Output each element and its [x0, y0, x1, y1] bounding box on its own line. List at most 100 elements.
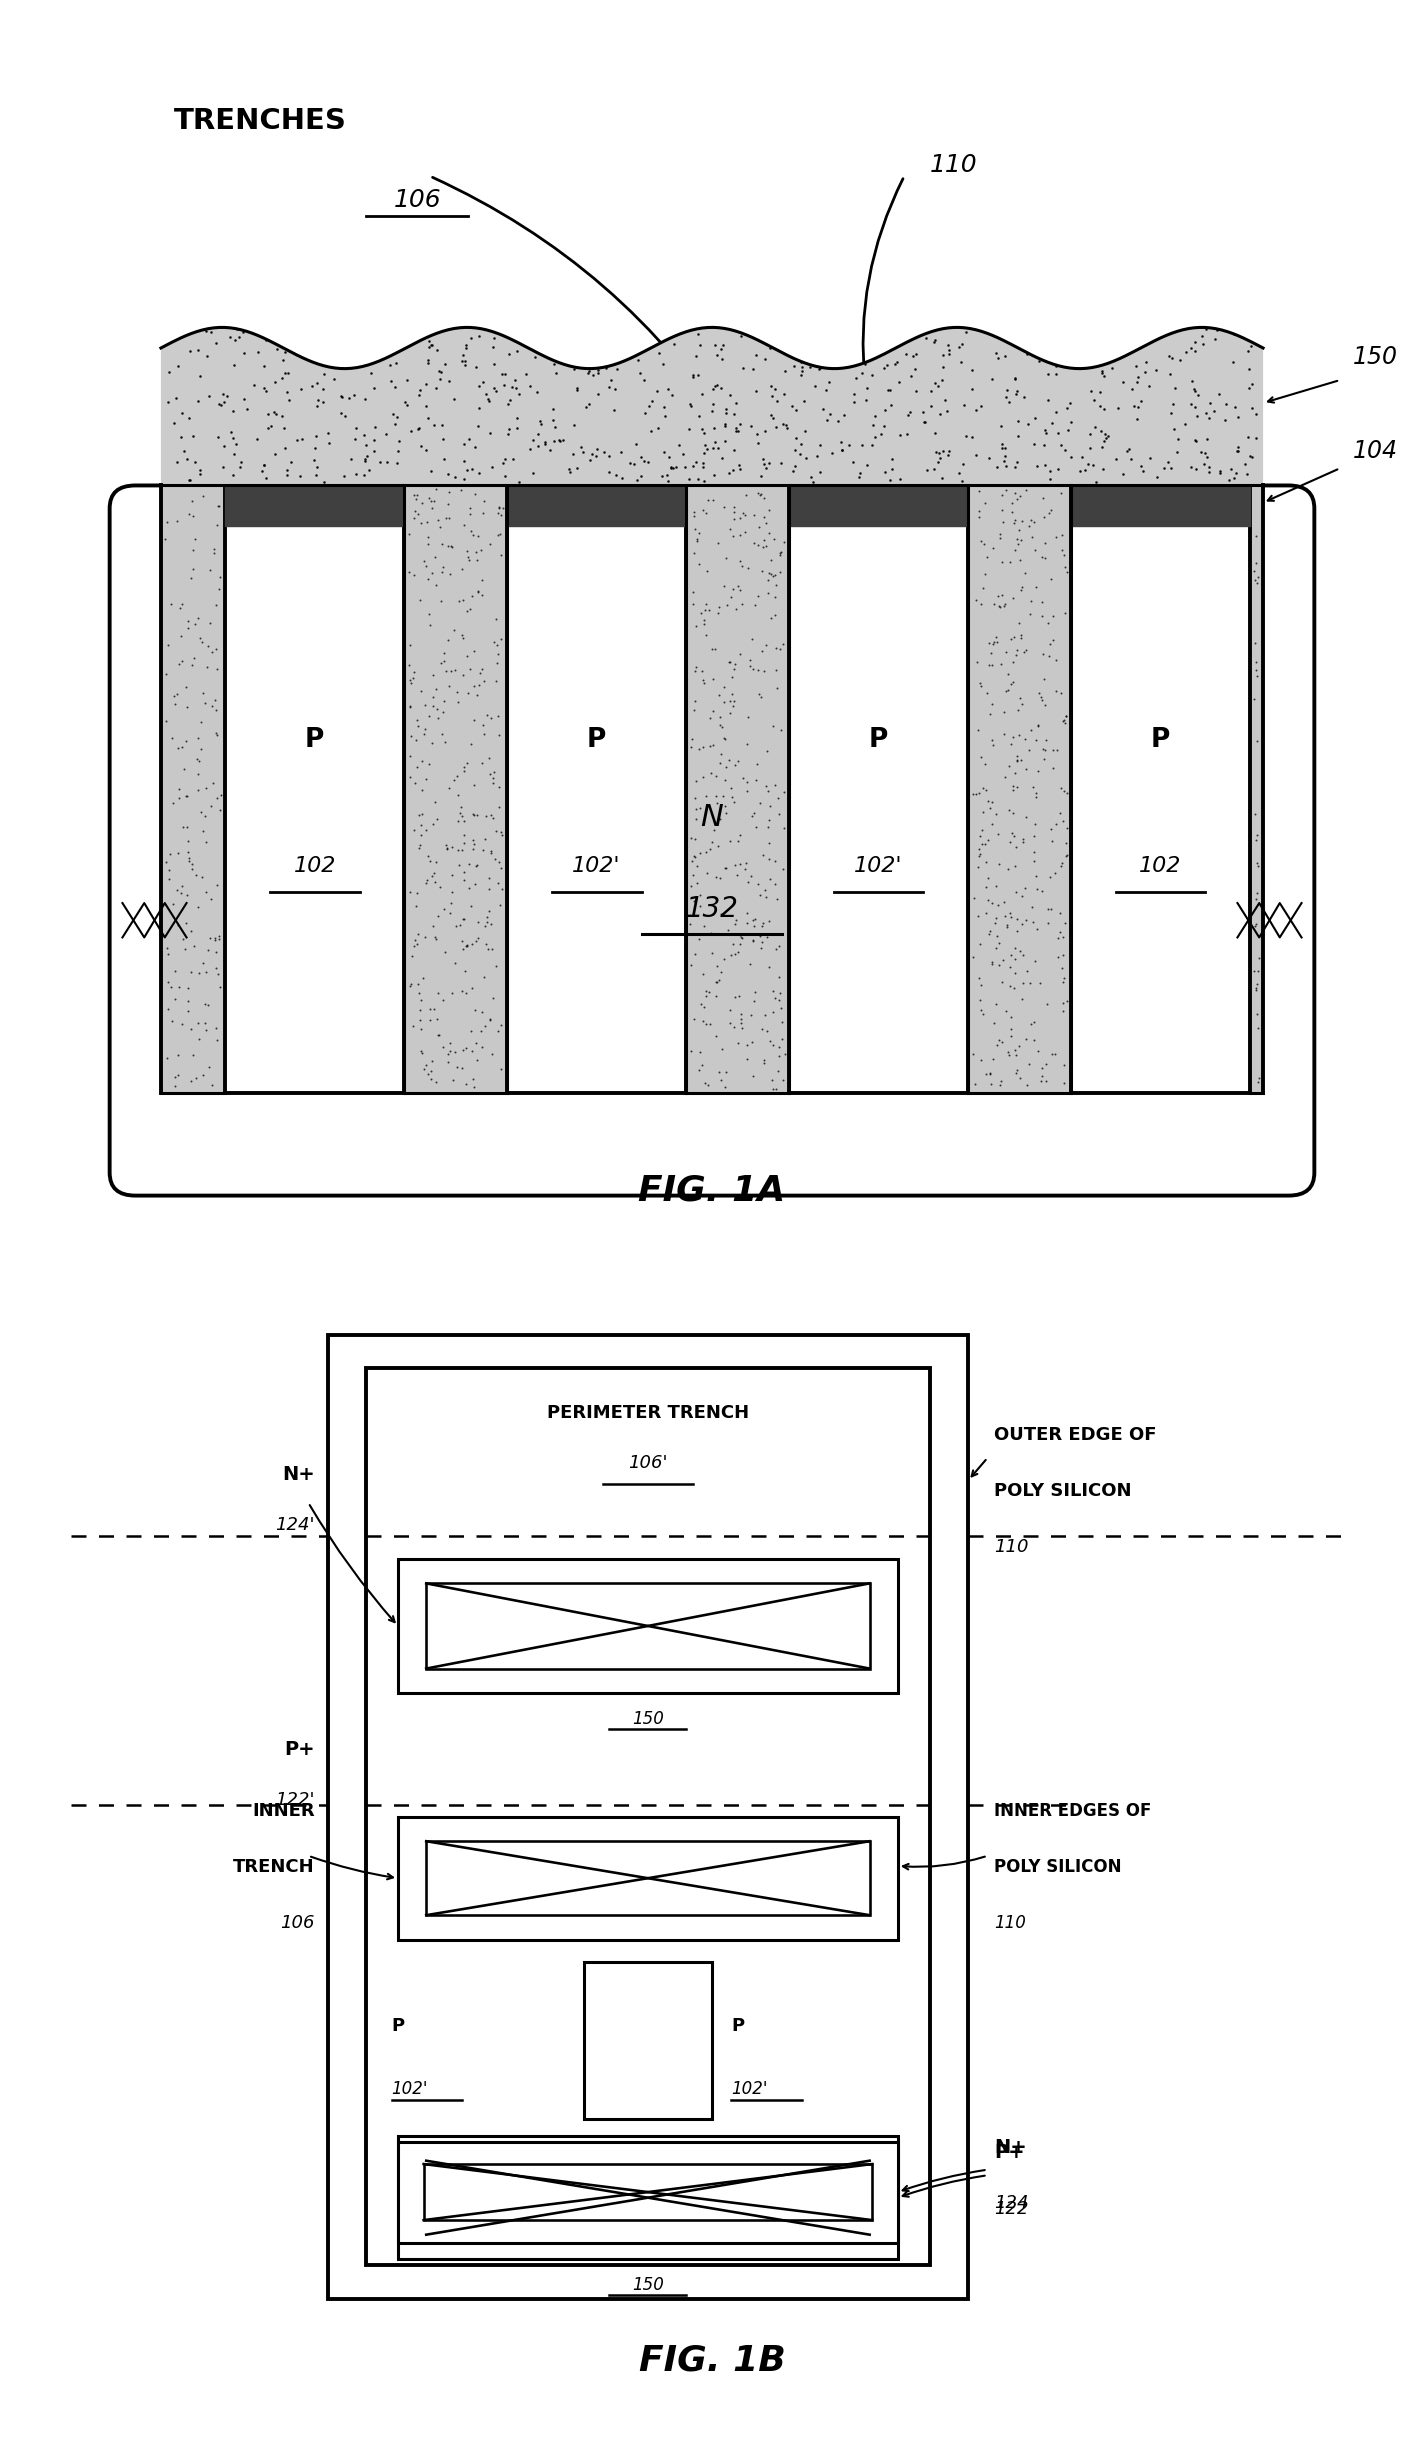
- Point: [456, 636, 478, 675]
- Point: [174, 668, 197, 707]
- Point: [1000, 724, 1022, 763]
- Point: [705, 963, 728, 1002]
- Point: [426, 799, 449, 838]
- Point: [440, 651, 463, 690]
- Point: [692, 490, 715, 529]
- Point: [970, 738, 993, 777]
- Point: [679, 946, 702, 985]
- Point: [406, 965, 429, 1004]
- Point: [470, 561, 493, 600]
- Point: [1243, 680, 1266, 719]
- Text: 106': 106': [628, 1455, 668, 1472]
- Point: [993, 714, 1015, 753]
- Point: [726, 565, 749, 604]
- Point: [968, 958, 991, 997]
- Point: [158, 851, 181, 890]
- Point: [422, 855, 444, 894]
- Point: [195, 953, 218, 992]
- Point: [456, 926, 478, 965]
- Point: [1011, 980, 1034, 1019]
- Point: [409, 972, 431, 1011]
- Text: N+: N+: [282, 1465, 315, 1484]
- Point: [743, 899, 766, 938]
- Point: [1005, 1050, 1028, 1089]
- Point: [412, 1050, 434, 1089]
- Point: [725, 590, 748, 629]
- Point: [487, 768, 510, 807]
- Point: [422, 656, 444, 695]
- Point: [970, 812, 993, 851]
- Point: [471, 831, 494, 870]
- Point: [695, 777, 718, 816]
- Point: [729, 816, 752, 855]
- Bar: [399, 1816, 899, 1940]
- Point: [723, 682, 746, 721]
- Point: [1008, 512, 1031, 551]
- Point: [722, 687, 745, 726]
- Point: [729, 497, 752, 536]
- Point: [410, 1009, 433, 1048]
- Point: [973, 746, 995, 785]
- Point: [1014, 719, 1037, 758]
- Point: [1049, 768, 1072, 807]
- Text: 110: 110: [930, 154, 977, 178]
- Point: [702, 692, 725, 731]
- Point: [983, 585, 1005, 624]
- Point: [1021, 887, 1044, 926]
- Point: [713, 668, 736, 707]
- Point: [192, 943, 215, 982]
- Point: [1041, 1033, 1064, 1072]
- Point: [414, 1045, 437, 1084]
- Point: [993, 585, 1015, 624]
- Point: [758, 902, 780, 941]
- Point: [706, 826, 729, 865]
- Point: [177, 970, 199, 1009]
- Text: TRENCHES: TRENCHES: [174, 107, 346, 136]
- Point: [194, 768, 216, 807]
- Point: [693, 1063, 716, 1102]
- Point: [443, 1033, 466, 1072]
- Point: [460, 1011, 483, 1050]
- Point: [1052, 1065, 1075, 1104]
- Point: [736, 1026, 759, 1065]
- Point: [209, 967, 232, 1006]
- Point: [433, 680, 456, 719]
- Point: [713, 568, 736, 607]
- Point: [471, 495, 494, 534]
- Point: [167, 729, 189, 768]
- Point: [1025, 777, 1048, 816]
- Point: [758, 799, 780, 838]
- Point: [1032, 497, 1055, 536]
- Point: [447, 580, 470, 619]
- Point: [409, 673, 431, 712]
- Point: [468, 653, 491, 692]
- Point: [768, 958, 790, 997]
- Point: [1011, 904, 1034, 943]
- Point: [459, 495, 481, 534]
- Point: [441, 855, 464, 894]
- Point: [164, 950, 187, 989]
- Point: [686, 863, 709, 902]
- Point: [409, 999, 431, 1038]
- Point: [768, 1036, 790, 1075]
- Point: [753, 1043, 776, 1082]
- Point: [417, 517, 440, 556]
- Point: [688, 514, 711, 553]
- Point: [439, 665, 461, 704]
- Point: [759, 556, 782, 595]
- Point: [457, 541, 480, 580]
- Point: [437, 768, 460, 807]
- Point: [994, 758, 1017, 797]
- Point: [437, 497, 460, 536]
- Point: [684, 936, 706, 975]
- Point: [990, 1065, 1012, 1104]
- Point: [187, 1004, 209, 1043]
- Point: [692, 660, 715, 699]
- Point: [473, 907, 496, 946]
- Point: [1041, 621, 1064, 660]
- Point: [454, 1028, 477, 1067]
- Point: [723, 746, 746, 785]
- Point: [1022, 833, 1045, 872]
- Point: [731, 1004, 753, 1043]
- Point: [695, 833, 718, 872]
